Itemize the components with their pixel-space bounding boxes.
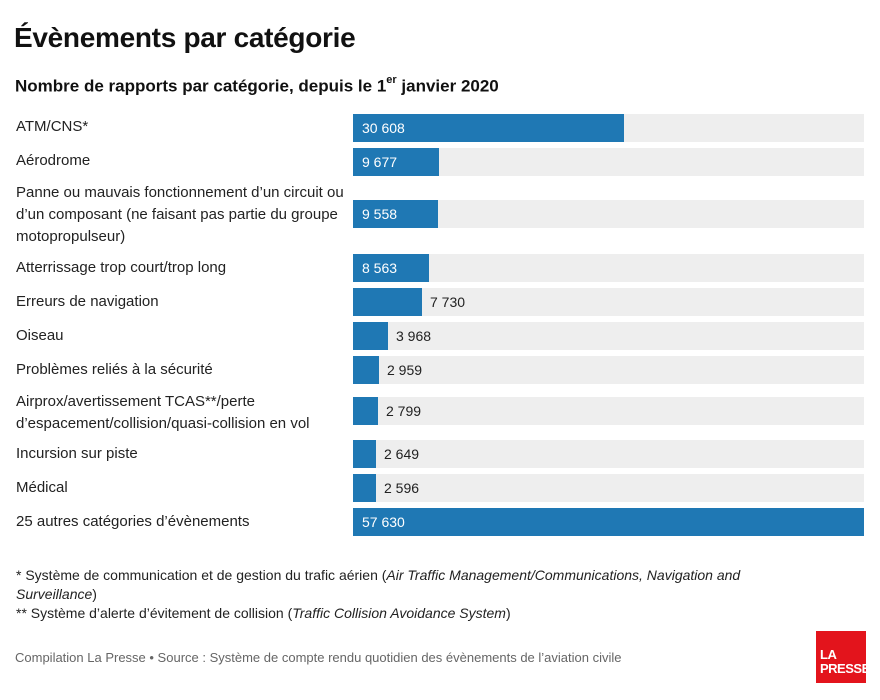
bar-track: 30 608 xyxy=(353,114,864,142)
footnote-tcas: ** Système d’alerte d’évitement de colli… xyxy=(16,605,511,621)
data-label: 9 558 xyxy=(362,206,398,222)
category-label: Oiseau xyxy=(16,327,64,344)
bar-track: 2 596 xyxy=(353,474,864,502)
bar-track: 2 649 xyxy=(353,440,864,468)
footnotes: * Système de communication et de gestion… xyxy=(16,566,816,623)
bar xyxy=(353,474,376,502)
bar-track: 7 730 xyxy=(353,288,864,316)
subtitle-text: Nombre de rapports par catégorie, depuis… xyxy=(15,76,387,96)
bar-track: 3 968 xyxy=(353,322,864,350)
bar xyxy=(353,254,429,282)
category-label: Incursion sur piste xyxy=(16,445,138,462)
data-label: 2 649 xyxy=(384,446,420,462)
category-label: Panne ou mauvais fonctionnement d’un cir… xyxy=(16,184,344,245)
data-label: 30 608 xyxy=(362,120,405,136)
category-label: Problèmes reliés à la sécurité xyxy=(16,361,213,378)
source-credit: Compilation La Presse • Source : Système… xyxy=(15,650,622,665)
subtitle-text-end: janvier 2020 xyxy=(396,76,499,96)
category-label: Aérodrome xyxy=(16,152,91,169)
bar-track: 9 558 xyxy=(353,200,864,228)
la-presse-logo: LA PRESSE xyxy=(816,631,870,683)
bar xyxy=(353,508,864,536)
bar xyxy=(353,288,422,316)
chart-title: Évènements par catégorie xyxy=(14,22,356,53)
category-label: 25 autres catégories d’évènements xyxy=(16,513,250,530)
bar xyxy=(353,322,388,350)
logo-line-2: PRESSE xyxy=(820,661,870,676)
data-label: 3 968 xyxy=(396,328,432,344)
category-label: Atterrissage trop court/trop long xyxy=(16,259,227,276)
bar xyxy=(353,356,379,384)
data-label: 57 630 xyxy=(362,514,405,530)
bar-track: 2 799 xyxy=(353,397,864,425)
bar-chart: ATM/CNS* 30 608 Aérodrome 9 677 Panne ou mau… xyxy=(16,114,864,536)
chart-subtitle: Nombre de rapports par catégorie, depuis… xyxy=(15,74,499,97)
bar-track: 9 677 xyxy=(353,148,864,176)
bar xyxy=(353,397,378,425)
data-label: 2 596 xyxy=(384,480,420,496)
bar-track: 57 630 xyxy=(353,508,864,536)
bar-track: 2 959 xyxy=(353,356,864,384)
category-label: ATM/CNS* xyxy=(16,118,89,135)
bar xyxy=(353,200,438,228)
bar xyxy=(353,148,439,176)
data-label: 7 730 xyxy=(430,294,466,310)
logo-line-1: LA xyxy=(820,647,837,662)
category-label: Médical xyxy=(16,479,68,496)
footnote-atm-cns: * Système de communication et de gestion… xyxy=(16,567,741,602)
bar xyxy=(353,114,624,142)
data-label: 2 799 xyxy=(386,403,422,419)
category-label: Airprox/avertissement TCAS**/perte d’esp… xyxy=(16,393,310,432)
bar xyxy=(353,440,376,468)
subtitle-superscript: er xyxy=(386,74,397,86)
data-label: 8 563 xyxy=(362,260,398,276)
data-label: 9 677 xyxy=(362,154,398,170)
category-label: Erreurs de navigation xyxy=(16,293,159,310)
bar-track: 8 563 xyxy=(353,254,864,282)
data-label: 2 959 xyxy=(387,362,423,378)
